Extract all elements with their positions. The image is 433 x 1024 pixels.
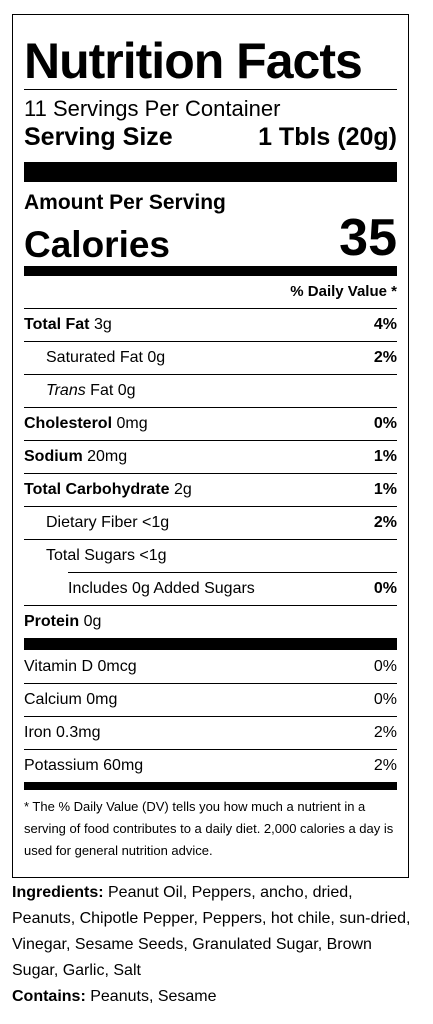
nutrient-dv: 1% bbox=[373, 481, 397, 498]
nutrient-amount: 0g bbox=[117, 382, 136, 399]
contains-label: Contains: bbox=[12, 988, 86, 1005]
daily-value-header: % Daily Value * bbox=[290, 283, 397, 300]
vitamin-text: Potassium 60mg bbox=[24, 757, 144, 774]
nutrition-facts-panel: Nutrition Facts 11 Servings Per Containe… bbox=[12, 14, 409, 878]
vitamin-text: Iron 0.3mg bbox=[24, 724, 101, 741]
nutrient-row-sodium: Sodium 20mg 1% bbox=[24, 440, 397, 473]
nutrient-row-saturated-fat: Saturated Fat 0g 2% bbox=[24, 341, 397, 374]
nutrient-amount: 0g bbox=[83, 613, 102, 630]
nutrient-name: Protein bbox=[24, 613, 80, 630]
nutrient-row-total-fat: Total Fat 3g 4% bbox=[24, 308, 397, 341]
nutrient-dv: 0% bbox=[373, 580, 397, 597]
nutrient-row-total-carbohydrate: Total Carbohydrate 2g 1% bbox=[24, 473, 397, 506]
nutrient-name: Dietary Fiber bbox=[46, 514, 138, 531]
label-title: Nutrition Facts bbox=[24, 33, 363, 89]
vitamin-row-vitamin-d: Vitamin D 0mcg 0% bbox=[24, 650, 397, 683]
nutrient-row-total-sugars: Total Sugars <1g bbox=[24, 539, 397, 572]
nutrient-name: Fat bbox=[90, 382, 114, 399]
vitamin-row-iron: Iron 0.3mg 2% bbox=[24, 716, 397, 749]
nutrient-amount: 20mg bbox=[87, 448, 128, 465]
nutrient-row-added-sugars: Includes 0g Added Sugars 0% bbox=[68, 572, 397, 605]
nutrient-amount: 3g bbox=[93, 316, 112, 333]
thick-divider bbox=[24, 162, 397, 182]
nutrient-row-protein: Protein 0g bbox=[24, 605, 397, 638]
nutrient-name: Includes 0g Added Sugars bbox=[68, 580, 255, 597]
nutrient-name: Cholesterol bbox=[24, 415, 113, 432]
serving-size-value: 1 Tbls (20g) bbox=[258, 123, 397, 151]
nutrient-amount: <1g bbox=[142, 514, 170, 531]
calories-label: Calories bbox=[24, 224, 171, 265]
servings-per-container: 11 Servings Per Container bbox=[24, 96, 281, 121]
nutrient-name: Sodium bbox=[24, 448, 83, 465]
vitamin-dv: 2% bbox=[373, 757, 397, 774]
serving-size-label: Serving Size bbox=[24, 123, 173, 151]
ingredients-label: Ingredients: bbox=[12, 884, 104, 901]
calories-value: 35 bbox=[339, 209, 397, 267]
vitamin-text: Calcium 0mg bbox=[24, 691, 118, 708]
nutrient-amount: <1g bbox=[139, 547, 167, 564]
vitamin-text: Vitamin D 0mcg bbox=[24, 657, 137, 675]
nutrient-amount: 2g bbox=[173, 481, 192, 498]
ingredients-paragraph: Ingredients: Peanut Oil, Peppers, ancho,… bbox=[12, 880, 412, 984]
nutrient-name-italic: Trans bbox=[46, 382, 86, 399]
nutrient-dv: 1% bbox=[373, 448, 397, 465]
nutrient-row-dietary-fiber: Dietary Fiber <1g 2% bbox=[24, 506, 397, 539]
contains-text: Peanuts, Sesame bbox=[85, 988, 217, 1005]
vitamin-row-calcium: Calcium 0mg 0% bbox=[24, 683, 397, 716]
medium-divider bbox=[24, 266, 397, 276]
nutrient-dv: 0% bbox=[373, 415, 397, 432]
amount-per-serving: Amount Per Serving bbox=[24, 191, 226, 214]
nutrient-dv: 2% bbox=[373, 514, 397, 531]
vitamin-dv: 0% bbox=[373, 657, 397, 675]
nutrient-name: Saturated Fat bbox=[46, 349, 143, 366]
nutrient-name: Total Carbohydrate bbox=[24, 481, 170, 498]
divider bbox=[24, 89, 397, 90]
contains-paragraph: Contains: Peanuts, Sesame bbox=[12, 984, 412, 1010]
nutrient-name: Total Sugars bbox=[46, 547, 135, 564]
vitamin-dv: 0% bbox=[373, 691, 397, 708]
medium-divider bbox=[24, 638, 397, 650]
daily-value-footnote: * The % Daily Value (DV) tells you how m… bbox=[24, 799, 394, 858]
vitamin-row-potassium: Potassium 60mg 2% bbox=[24, 749, 397, 782]
medium-divider bbox=[24, 782, 397, 790]
ingredients-section: Ingredients: Peanut Oil, Peppers, ancho,… bbox=[12, 880, 412, 1010]
nutrient-dv: 2% bbox=[373, 349, 397, 366]
ingredients-text: Peanut Oil, Peppers, ancho, dried, Peanu… bbox=[12, 884, 411, 979]
nutrient-row-cholesterol: Cholesterol 0mg 0% bbox=[24, 407, 397, 440]
nutrient-amount: 0g bbox=[147, 349, 166, 366]
vitamin-dv: 2% bbox=[373, 724, 397, 741]
nutrient-name: Total Fat bbox=[24, 316, 90, 333]
serving-size-row: Serving Size 1 Tbls (20g) bbox=[24, 122, 397, 152]
nutrient-row-trans-fat: Trans Fat 0g bbox=[24, 374, 397, 407]
nutrient-dv: 4% bbox=[373, 316, 397, 333]
calories-row: Calories 35 bbox=[24, 208, 397, 266]
nutrient-amount: 0mg bbox=[116, 415, 148, 432]
